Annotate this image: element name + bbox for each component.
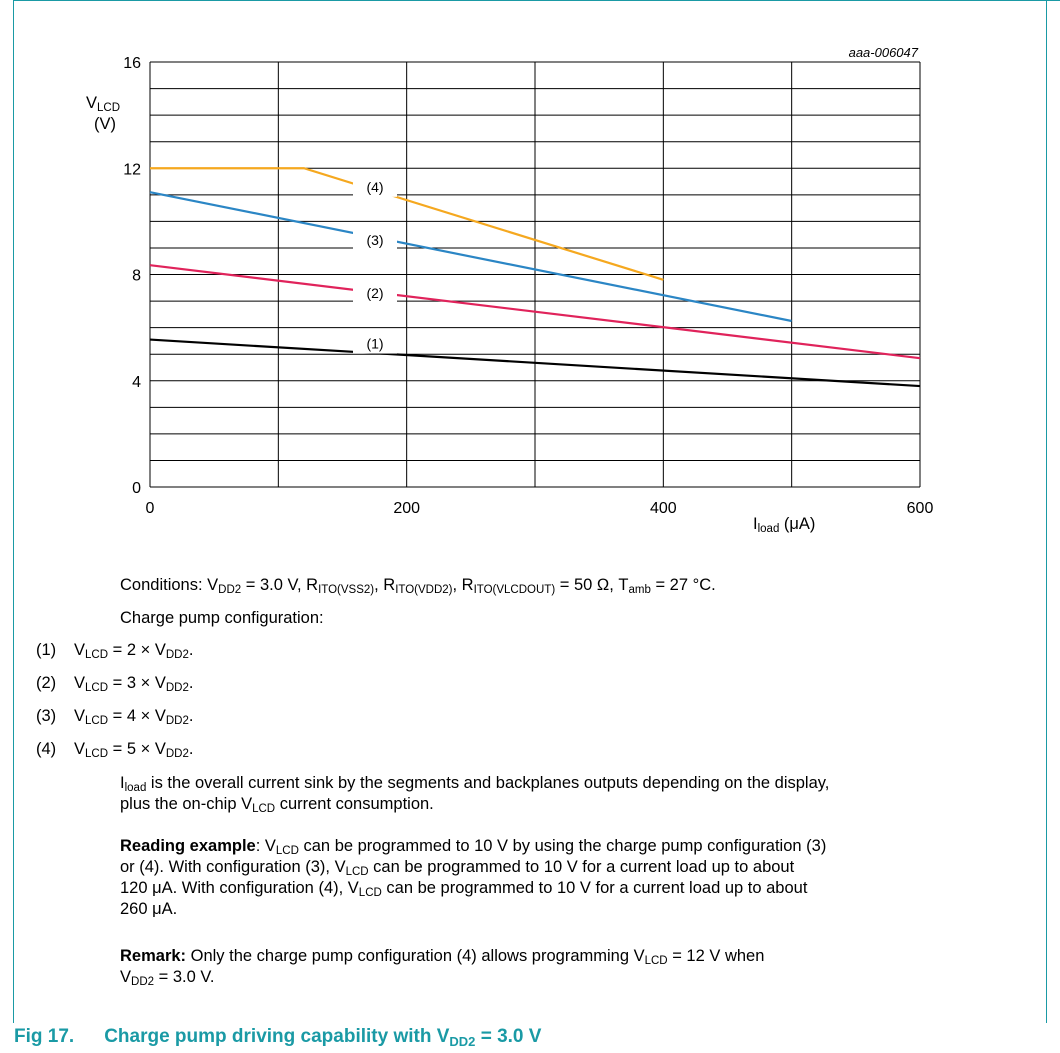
y-tick-label: 0 <box>132 480 141 497</box>
chart-series: (1) (2) (3) (4) <box>149 167 921 388</box>
series-label-bg <box>353 229 397 250</box>
series-line-3 <box>149 191 792 323</box>
series-label: (1) <box>366 336 383 352</box>
x-tick-label: 0 <box>146 500 155 517</box>
chart-ticks: 0 200 400 600 16 12 8 4 0 <box>123 55 933 517</box>
series-label: (3) <box>366 232 383 248</box>
chart-grid <box>149 61 921 488</box>
series-line-2 <box>149 264 921 360</box>
figure-reference-id: aaa-006047 <box>849 45 919 60</box>
reading-example-paragraph: Reading example: VLCD can be programmed … <box>120 837 827 918</box>
chart: (1) (2) (3) (4) 0 200 400 600 16 12 8 4 0 aaa-00604… <box>123 45 933 517</box>
item-text: VLCD = 4 × VDD2. <box>74 707 194 727</box>
y-tick-label: 16 <box>123 55 141 72</box>
x-tick-label: 400 <box>650 500 677 517</box>
item-number: (2) <box>36 674 57 692</box>
item-text: VLCD = 3 × VDD2. <box>74 674 194 694</box>
config-heading: Charge pump configuration: <box>120 609 324 627</box>
remark-paragraph: Remark: Only the charge pump configurati… <box>120 947 765 988</box>
series-label: (4) <box>366 179 383 195</box>
item-number: (3) <box>36 707 57 725</box>
series-line-1 <box>149 338 921 388</box>
iload-paragraph: Iload is the overall current sink by the… <box>120 774 830 815</box>
item-text: VLCD = 2 × VDD2. <box>74 641 194 661</box>
frame-top-border <box>13 0 1060 1</box>
figure-caption: Fig 17. Charge pump driving capability wi… <box>14 1026 542 1049</box>
x-axis-label: Iload (μA) <box>753 515 816 535</box>
series-label-bg <box>353 176 397 197</box>
item-number: (4) <box>36 740 57 758</box>
series-label-bg <box>353 333 397 354</box>
conditions-text: Conditions: VDD2 = 3.0 V, RITO(VSS2), RI… <box>120 576 716 596</box>
x-tick-label: 600 <box>907 500 934 517</box>
frame-right-border <box>1046 0 1047 1023</box>
item-number: (1) <box>36 641 57 659</box>
frame-left-border <box>13 0 14 1023</box>
y-tick-label: 4 <box>132 374 141 391</box>
series-label: (2) <box>366 285 383 301</box>
y-tick-label: 8 <box>132 268 141 285</box>
series-line-4 <box>150 167 664 281</box>
item-text: VLCD = 5 × VDD2. <box>74 740 194 760</box>
y-axis-label: VLCD <box>86 94 121 114</box>
x-tick-label: 200 <box>393 500 420 517</box>
y-tick-label: 12 <box>123 161 141 178</box>
series-label-bg <box>353 283 397 304</box>
y-axis-unit: (V) <box>94 115 116 133</box>
